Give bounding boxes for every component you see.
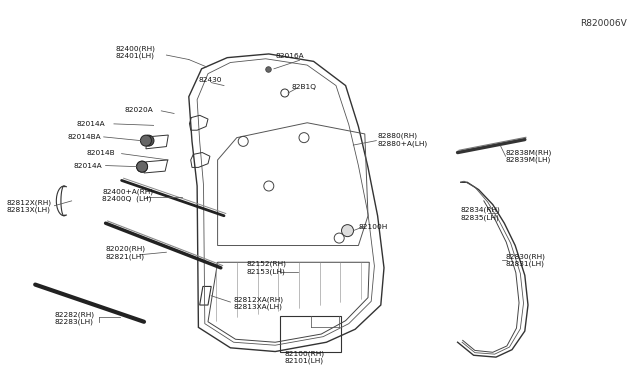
Text: 82812XA(RH)
82813XA(LH): 82812XA(RH) 82813XA(LH) [234,296,284,310]
Text: R820006V: R820006V [580,19,627,28]
Text: 82014B: 82014B [86,150,115,155]
Circle shape [143,135,154,146]
Text: 82812X(RH)
82813X(LH): 82812X(RH) 82813X(LH) [6,199,52,214]
Text: 82020A: 82020A [125,107,154,113]
Text: 82152(RH)
82153(LH): 82152(RH) 82153(LH) [246,261,287,275]
Text: 82400(RH)
82401(LH): 82400(RH) 82401(LH) [115,45,156,59]
Text: 82014A: 82014A [77,121,106,127]
Text: 82014A: 82014A [74,163,102,169]
Text: 82400+A(RH)
82400Q  (LH): 82400+A(RH) 82400Q (LH) [102,188,154,202]
Text: 82100(RH)
82101(LH): 82100(RH) 82101(LH) [285,350,325,364]
Text: 82282(RH)
82283(LH): 82282(RH) 82283(LH) [54,311,95,325]
Circle shape [140,135,152,146]
Text: 82880(RH)
82880+A(LH): 82880(RH) 82880+A(LH) [378,132,428,147]
Circle shape [342,225,353,237]
Text: 82838M(RH)
82839M(LH): 82838M(RH) 82839M(LH) [506,149,552,163]
Text: 82834(RH)
82835(LH): 82834(RH) 82835(LH) [461,207,500,221]
Text: 82014BA: 82014BA [67,134,101,140]
Text: 82100H: 82100H [358,224,388,230]
Text: 82016A: 82016A [275,53,304,59]
Text: 82830(RH)
82831(LH): 82830(RH) 82831(LH) [506,253,545,267]
Circle shape [136,161,148,172]
Text: 82B1Q: 82B1Q [291,84,316,90]
Text: 82430: 82430 [198,77,222,83]
Text: 82020(RH)
82821(LH): 82020(RH) 82821(LH) [106,246,146,260]
Circle shape [136,161,148,172]
Bar [280,316,341,352]
